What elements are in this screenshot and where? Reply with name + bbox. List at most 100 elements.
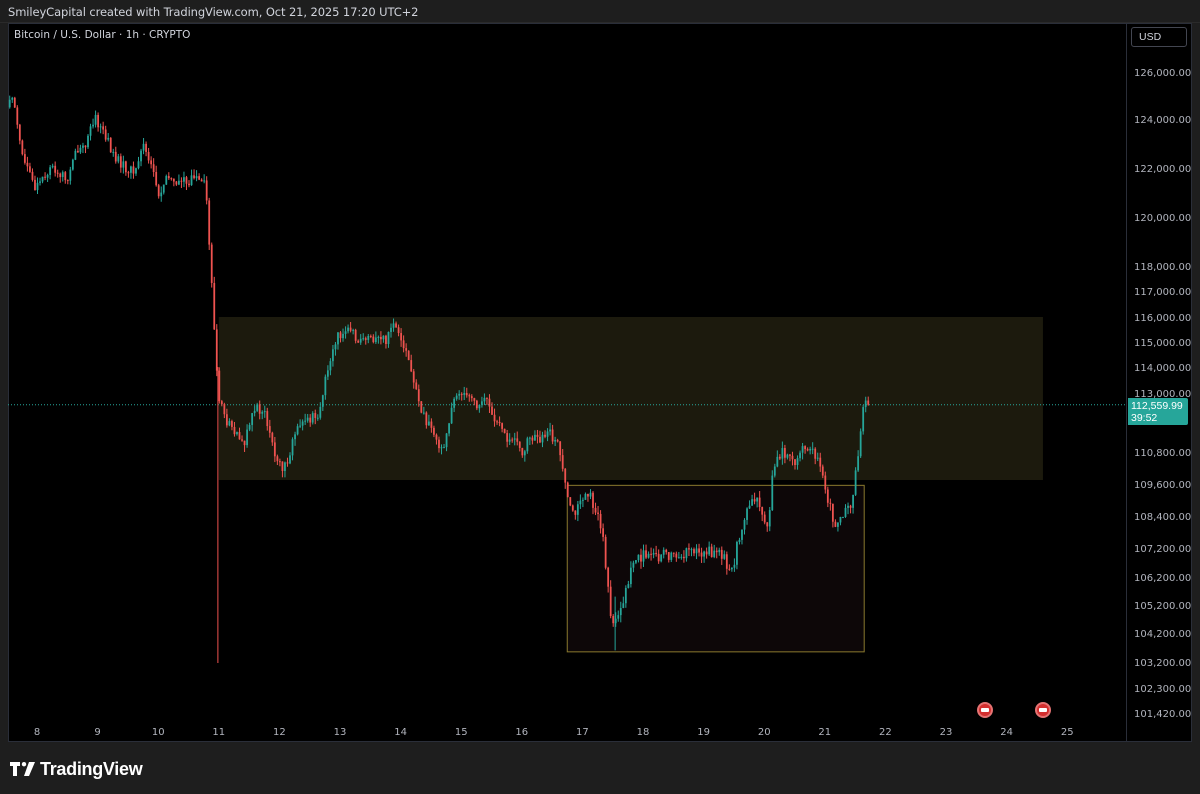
- candle: [799, 450, 801, 462]
- candle: [357, 339, 360, 343]
- tradingview-logo[interactable]: TradingView: [10, 759, 143, 779]
- candle-body: [506, 433, 509, 442]
- candle-body: [321, 395, 324, 407]
- candle-body: [733, 564, 736, 568]
- candle: [427, 414, 430, 426]
- candle: [243, 440, 246, 452]
- time-tick-label: 23: [940, 727, 953, 738]
- candle: [642, 544, 645, 567]
- candle: [26, 156, 29, 172]
- candle: [316, 414, 319, 421]
- candle: [647, 551, 650, 559]
- upper-supply-zone: [218, 317, 1043, 480]
- candle-body: [859, 431, 862, 457]
- candle-body: [377, 336, 380, 338]
- candle: [369, 334, 372, 339]
- candle: [402, 335, 405, 353]
- candle-body: [728, 568, 731, 570]
- time-tick-label: 10: [152, 727, 165, 738]
- candle: [539, 430, 541, 444]
- candle-body: [854, 470, 857, 495]
- candle: [854, 467, 857, 497]
- candle-body: [324, 376, 327, 396]
- candle: [352, 328, 355, 335]
- candle-body: [516, 438, 519, 442]
- candle: [395, 321, 397, 328]
- candle: [210, 242, 213, 288]
- candle: [261, 410, 264, 420]
- candle-body: [483, 397, 486, 402]
- candle: [607, 566, 610, 593]
- candle-body: [231, 421, 233, 427]
- candle-body: [758, 497, 761, 507]
- candle-body: [789, 454, 791, 456]
- candle-body: [357, 340, 360, 343]
- symbol-title[interactable]: Bitcoin / U.S. Dollar · 1h · CRYPTO: [14, 29, 191, 41]
- time-tick-label: 12: [273, 727, 286, 738]
- candle-body: [564, 468, 567, 483]
- candle: [511, 437, 514, 443]
- candle: [544, 430, 546, 439]
- candle: [203, 174, 206, 184]
- candle: [77, 144, 79, 153]
- candle-body: [69, 169, 72, 181]
- candle: [518, 441, 521, 452]
- us-flag-icon[interactable]: [977, 702, 994, 718]
- candle: [700, 547, 703, 563]
- candle-body: [382, 335, 385, 340]
- candle: [392, 318, 395, 332]
- candle: [82, 142, 84, 154]
- candle-body: [220, 401, 223, 405]
- candle: [114, 146, 117, 164]
- candle: [205, 176, 208, 205]
- candle: [299, 419, 302, 429]
- candle-body: [258, 404, 261, 414]
- candle-body: [806, 449, 809, 451]
- candle-body: [97, 114, 100, 128]
- candle-body: [763, 514, 766, 523]
- lower-demand-zone: [566, 484, 865, 653]
- candle-body: [531, 437, 534, 441]
- candle: [801, 442, 804, 460]
- candle: [463, 386, 466, 400]
- candle-body: [8, 99, 11, 108]
- candle-body: [122, 161, 125, 168]
- candle-body: [539, 436, 541, 443]
- candle-body: [228, 421, 231, 426]
- candle: [200, 178, 203, 182]
- candle-body: [155, 171, 158, 186]
- candle-body: [778, 456, 781, 459]
- price-tick-label: 101,420.00: [1134, 709, 1191, 720]
- candle-body: [185, 177, 188, 184]
- price-tick-label: 102,300.00: [1134, 684, 1191, 695]
- price-scale[interactable]: [1127, 23, 1192, 742]
- candle-body: [831, 503, 834, 522]
- candle: [271, 431, 274, 446]
- candle: [536, 429, 539, 444]
- candle-body: [622, 603, 625, 609]
- candle: [693, 547, 695, 557]
- time-tick-label: 14: [394, 727, 407, 738]
- price-tick-label: 115,000.00: [1134, 338, 1191, 349]
- candle-body: [470, 396, 473, 399]
- candle-body: [597, 512, 599, 514]
- candle: [397, 324, 400, 337]
- us-flag-icon[interactable]: [1034, 702, 1051, 718]
- candle: [609, 580, 612, 619]
- candle-body: [253, 410, 256, 414]
- candle: [132, 161, 135, 179]
- currency-button[interactable]: USD: [1131, 27, 1187, 47]
- candle-body: [71, 159, 74, 170]
- candle-body: [448, 423, 450, 434]
- candle: [223, 402, 226, 419]
- candle-body: [390, 327, 392, 332]
- candle-body: [64, 172, 67, 181]
- candle-body: [589, 492, 592, 497]
- candle-body: [753, 499, 756, 502]
- candle: [304, 413, 307, 425]
- candle-body: [614, 618, 617, 624]
- candle-body: [304, 420, 307, 422]
- candle-body: [604, 536, 607, 568]
- candle-body: [359, 338, 362, 343]
